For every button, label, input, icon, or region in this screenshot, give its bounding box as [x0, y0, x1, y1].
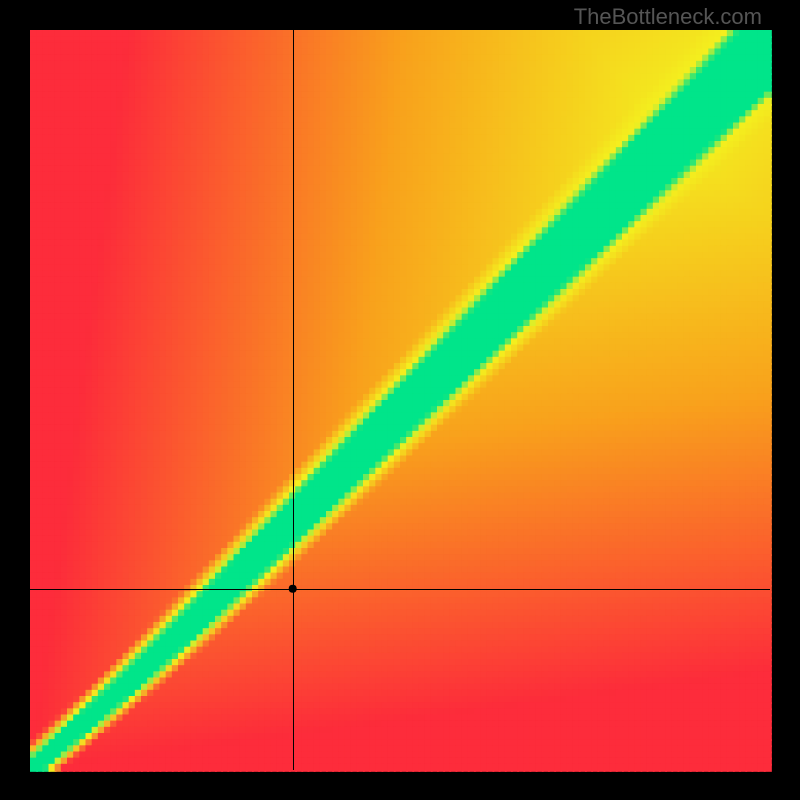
watermark-text: TheBottleneck.com — [574, 4, 762, 30]
heatmap-canvas — [0, 0, 800, 800]
chart-container: { "watermark_text": "TheBottleneck.com",… — [0, 0, 800, 800]
